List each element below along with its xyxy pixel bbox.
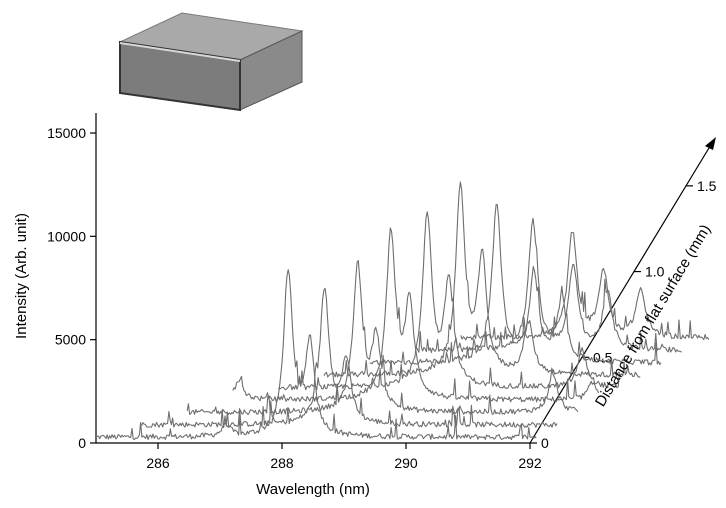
spectrum-line-8 xyxy=(460,231,710,341)
spectrum-line-0 xyxy=(95,269,537,441)
x-tick-label: 292 xyxy=(518,455,542,471)
z-tick-label: 1.5 xyxy=(697,178,717,194)
block-illustration xyxy=(118,12,304,112)
y-tick-label: 5000 xyxy=(55,332,86,348)
block-edge-highlight xyxy=(119,42,241,62)
spectrum-line-1 xyxy=(141,287,558,428)
z-tick-label: 1.0 xyxy=(645,264,665,280)
ticks: 286 288 290 292 0 5000 10000 15000 0 0.5 1.0 1.5 xyxy=(47,125,717,471)
x-tick-label: 290 xyxy=(394,455,418,471)
spectrum-line-4 xyxy=(278,211,620,391)
spectrum-line-2 xyxy=(186,260,579,416)
z-tick-label: 0 xyxy=(541,435,549,451)
z-tick-label: 0.5 xyxy=(593,349,613,365)
x-axis-title: Wavelength (nm) xyxy=(256,481,370,498)
x-tick-label: 286 xyxy=(146,455,170,471)
spectra xyxy=(95,181,710,441)
x-tick-label: 288 xyxy=(270,455,294,471)
z-axis-arrowhead xyxy=(705,137,716,150)
z-axis-line xyxy=(529,142,713,444)
spectrum-line-6 xyxy=(369,204,662,366)
y-tick-label: 15000 xyxy=(47,125,86,141)
y-tick-label: 0 xyxy=(78,435,86,451)
spectrum-line-5 xyxy=(323,181,641,378)
y-tick-label: 10000 xyxy=(47,228,86,244)
y-axis-title: Intensity (Arb. unit) xyxy=(13,213,30,339)
axes xyxy=(95,113,716,444)
z-axis-title: Distance from flat surface (mm) xyxy=(592,222,714,410)
spectrum-line-3 xyxy=(232,227,600,403)
